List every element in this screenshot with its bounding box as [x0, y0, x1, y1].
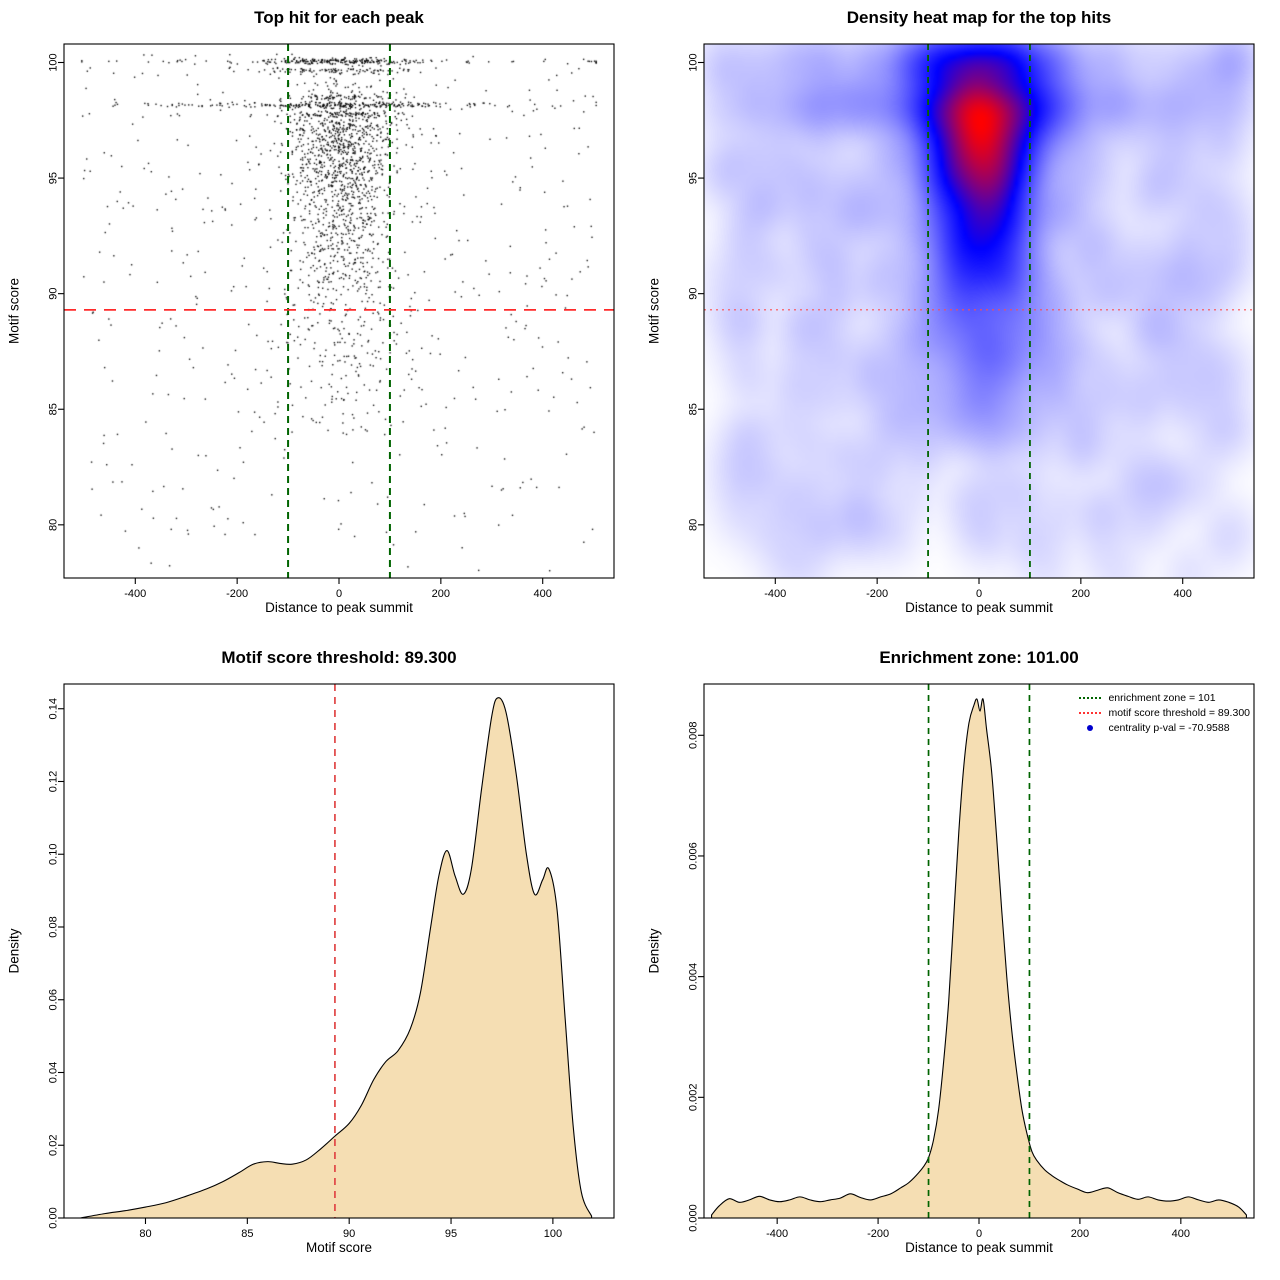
x-axis-label: Motif score — [305, 1240, 373, 1255]
x-tick-label: 90 — [343, 1228, 355, 1240]
centrality-pval-dot-sample — [1087, 724, 1094, 731]
x-tick-label: -200 — [866, 588, 888, 600]
panel-summit-distance-density: -400 -200 0 200 400 0.000 0.002 0.004 0.006 0.008… — [640, 640, 1280, 1280]
x-tick-label: 80 — [139, 1228, 151, 1240]
y-tick-label: 90 — [688, 288, 700, 300]
x-axis-label: Distance to peak summit — [905, 1240, 1053, 1255]
x-tick-label: -400 — [124, 588, 146, 600]
x-tick-label: -400 — [766, 1228, 788, 1240]
y-tick-label: 80 — [688, 519, 700, 531]
y-tick-label: 85 — [48, 403, 60, 415]
y-tick-label: 100 — [48, 53, 60, 71]
y-tick-label: 0.008 — [688, 722, 700, 750]
x-tick-label: 400 — [1174, 588, 1192, 600]
y-axis-label: Density — [6, 928, 22, 974]
y-tick-label: 0.00 — [48, 1207, 60, 1228]
y-tick-label: 95 — [688, 172, 700, 184]
x-tick-label: 200 — [432, 588, 450, 600]
y-tick-label: 0.02 — [48, 1135, 60, 1156]
plot-box — [63, 683, 615, 1219]
legend-label: enrichment zone = 101 — [1108, 691, 1216, 704]
y-tick-label: 95 — [48, 172, 60, 184]
panel-top-hit-scatter: -400 -200 0 200 400 80 85 90 95 100 Top hit for e… — [0, 0, 640, 640]
legend-item-enrichment-zone: enrichment zone = 101 — [1079, 690, 1250, 705]
scatter-axes-svg: -400 -200 0 200 400 80 85 90 95 100 — [48, 43, 615, 600]
legend: enrichment zone = 101 motif score thresh… — [1079, 690, 1250, 735]
legend-label: motif score threshold = 89.300 — [1108, 706, 1250, 719]
legend-label: centrality p-val = -70.9588 — [1108, 721, 1230, 734]
scatter-canvas — [0, 0, 640, 640]
x-tick-label: -200 — [867, 1228, 889, 1240]
y-tick-label: 100 — [688, 53, 700, 71]
x-tick-label: 0 — [336, 588, 342, 600]
x-tick-label: 400 — [534, 588, 552, 600]
x-tick-label: -200 — [226, 588, 248, 600]
y-tick-label: 0.08 — [48, 916, 60, 937]
y-tick-label: 0.10 — [48, 844, 60, 865]
panel-title: Top hit for each peak — [254, 8, 424, 27]
density-svg: 80 85 90 95 100 0.00 0.02 0.04 0.06 0.08 0.10 0.12 0… — [48, 683, 615, 1240]
x-tick-label: 95 — [445, 1228, 457, 1240]
heatmap-axes-svg: -400 -200 0 200 400 80 85 90 95 100 — [688, 43, 1255, 600]
y-tick-label: 0.004 — [688, 963, 700, 991]
x-tick-label: 400 — [1172, 1228, 1190, 1240]
y-tick-label: 90 — [48, 288, 60, 300]
y-tick-label: 0.14 — [48, 698, 60, 719]
x-tick-label: 85 — [241, 1228, 253, 1240]
y-tick-label: 0.000 — [688, 1204, 700, 1232]
legend-item-centrality-pval: centrality p-val = -70.9588 — [1079, 720, 1250, 735]
x-tick-label: 0 — [976, 1228, 982, 1240]
enrichment-zone-line-sample — [1079, 696, 1102, 699]
y-tick-label: 0.006 — [688, 842, 700, 870]
x-tick-label: 200 — [1072, 588, 1090, 600]
x-tick-label: 200 — [1071, 1228, 1089, 1240]
panel-title: Density heat map for the top hits — [846, 8, 1112, 27]
density-svg: -400 -200 0 200 400 0.000 0.002 0.004 0.006 0.008 — [688, 683, 1255, 1240]
x-tick-label: 0 — [976, 588, 982, 600]
panel-density-heatmap: -400 -200 0 200 400 80 85 90 95 100 Density heat … — [640, 0, 1280, 640]
y-tick-label: 0.06 — [48, 989, 60, 1010]
score-threshold-line-sample — [1079, 711, 1102, 714]
y-tick-label: 85 — [688, 403, 700, 415]
y-axis-label: Motif score — [6, 277, 22, 345]
density-curve — [79, 697, 593, 1219]
x-axis-label: Distance to peak summit — [905, 600, 1053, 615]
heatmap-canvas — [640, 0, 1280, 640]
y-tick-label: 0.12 — [48, 771, 60, 792]
density-curve — [711, 698, 1247, 1219]
y-tick-label: 80 — [48, 519, 60, 531]
plot-box — [703, 43, 1255, 579]
panel-motif-score-density: 80 85 90 95 100 0.00 0.02 0.04 0.06 0.08 0.10 0.12 0… — [0, 640, 640, 1280]
x-tick-label: 100 — [544, 1228, 562, 1240]
y-tick-label: 0.002 — [688, 1084, 700, 1112]
plot-box — [63, 43, 615, 579]
x-tick-label: -400 — [764, 588, 786, 600]
panel-title: Motif score threshold: 89.300 — [221, 648, 457, 667]
panel-title: Enrichment zone: 101.00 — [879, 648, 1079, 667]
x-axis-label: Distance to peak summit — [265, 600, 413, 615]
y-axis-label: Density — [646, 928, 662, 974]
legend-item-score-threshold: motif score threshold = 89.300 — [1079, 705, 1250, 720]
y-tick-label: 0.04 — [48, 1062, 60, 1083]
y-axis-label: Motif score — [646, 277, 662, 345]
